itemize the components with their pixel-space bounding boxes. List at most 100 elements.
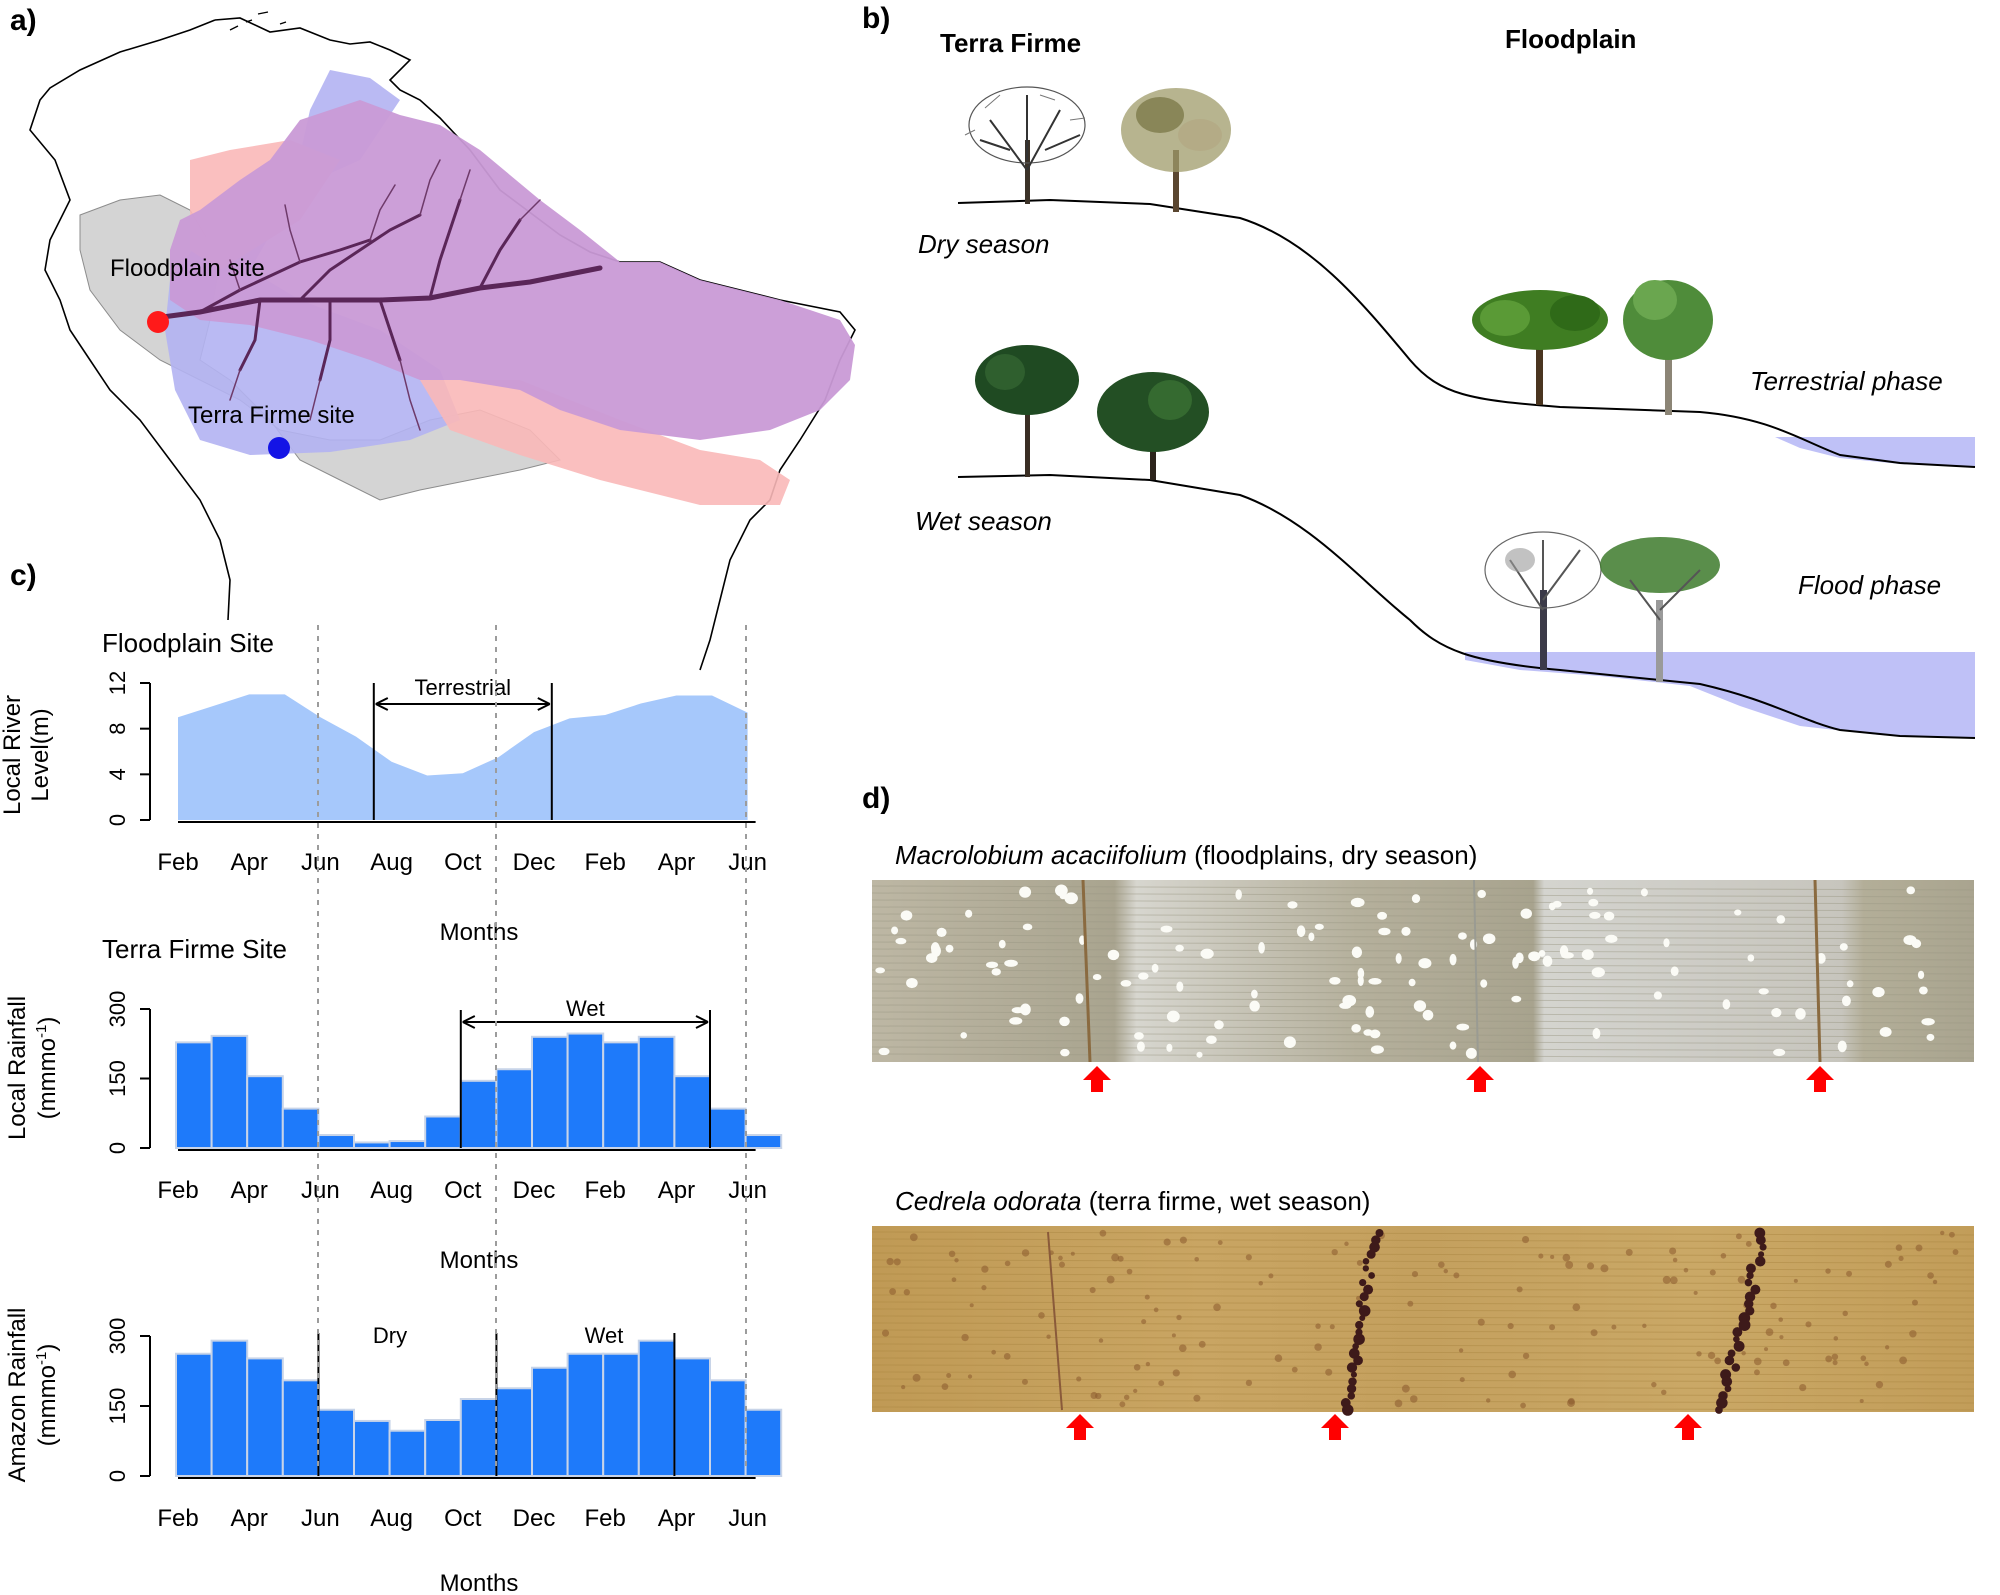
wood-pore: [1394, 1399, 1403, 1408]
wood-pore: [1758, 988, 1769, 995]
chart1-xtick-label: Aug: [370, 849, 413, 876]
wood-pore: [1670, 966, 1679, 977]
wood-pore: [1911, 1299, 1918, 1306]
wet-label-amazon: Wet: [585, 1323, 624, 1348]
chart3-bar: [388, 1429, 427, 1477]
panel-a-map: a) Floodplain site Terra Firme site: [10, 4, 856, 671]
wood-pore: [1825, 1355, 1833, 1363]
terrestrial-label: Terrestrial: [415, 675, 512, 700]
wood-pore: [1833, 1336, 1839, 1341]
chart1-xtick-label: Apr: [231, 849, 268, 876]
chart3-bar: [744, 1408, 783, 1477]
wood-pore: [981, 1285, 987, 1291]
wood-pore: [1663, 938, 1670, 948]
ring-band-pore: [1724, 1355, 1735, 1366]
wet-season-label: Wet season: [915, 506, 1052, 536]
wood-pore: [1449, 1041, 1457, 1050]
tree-flood-2: [1600, 537, 1720, 682]
ring-band-pore: [1724, 1385, 1732, 1393]
wood-pore: [1004, 1260, 1011, 1267]
wood-grain-line: [871, 1406, 1975, 1411]
wood-pore: [1782, 1359, 1790, 1367]
wood-pore: [1178, 1344, 1187, 1353]
wood-pore: [1258, 1281, 1264, 1286]
chart2-bar: [388, 1140, 427, 1150]
ring-band-pore: [1363, 1284, 1374, 1295]
wood-pore: [1841, 995, 1851, 1007]
wood-pore: [1368, 977, 1382, 985]
wood-pore: [961, 1333, 969, 1342]
chart3-bar: [637, 1339, 676, 1477]
wood-pore: [1166, 1010, 1180, 1023]
wood-pore: [1098, 1338, 1104, 1343]
wood-grain-line: [871, 1032, 1975, 1038]
wood-pore: [946, 1373, 952, 1379]
wood-pore: [1160, 925, 1173, 933]
ring-band-pore: [1352, 1342, 1359, 1350]
terrestrial-arrowheads: [375, 697, 551, 711]
wood-pore: [1351, 1024, 1361, 1033]
chart3-xtick-label: Apr: [658, 1505, 695, 1532]
wood-pore: [1363, 1029, 1373, 1036]
wood-pore: [1745, 1241, 1752, 1247]
chart1-xtick-label: Dec: [513, 849, 556, 876]
tree-dry-sparse-2: [1121, 88, 1231, 212]
wood-grain-line: [871, 906, 1975, 912]
wood-pore: [1411, 1271, 1419, 1278]
wood-grain-line: [871, 899, 1975, 905]
wood-pore: [1927, 1272, 1934, 1279]
wood-pore: [1932, 1279, 1938, 1285]
wood-pore: [1592, 1027, 1601, 1039]
terra-firme-site-label: Terra Firme site: [188, 402, 355, 429]
chart2-xtick-label: Dec: [513, 1177, 556, 1204]
chart3-xtick-label: Oct: [444, 1505, 482, 1532]
chart2-ytick-label: 300: [105, 991, 130, 1028]
wood-pore: [1549, 1324, 1556, 1331]
panel-c-label: c): [10, 559, 37, 592]
wood-pore: [1344, 1241, 1349, 1246]
wet-label: Wet: [566, 996, 605, 1021]
wood-pore: [875, 967, 885, 974]
wood-pore: [1106, 1275, 1115, 1284]
chart2-xtick-label: Apr: [658, 1177, 695, 1204]
wood-pore: [1287, 901, 1298, 909]
wood-pore: [1003, 1352, 1011, 1360]
wood-pore: [1456, 1023, 1470, 1031]
wood-pore: [1133, 1363, 1141, 1371]
wood-pore: [1107, 949, 1120, 961]
wood-pore: [909, 1233, 918, 1242]
wood-pore: [1562, 1253, 1571, 1262]
wood-pore: [1586, 887, 1594, 895]
wood-pore: [886, 1257, 894, 1266]
wood-pore: [1586, 1262, 1595, 1270]
wood-pore: [1331, 1248, 1338, 1256]
macrolobium-caption: Macrolobium acaciifolium (floodplains, d…: [895, 840, 1477, 870]
wood-pore: [1329, 976, 1341, 985]
wood-pore: [1141, 1319, 1147, 1325]
chart3-bar: [210, 1339, 249, 1477]
wood-pore: [1249, 1000, 1260, 1012]
wood-pore: [1145, 1361, 1151, 1367]
wood-pore: [1422, 1009, 1434, 1021]
wood-pore: [1846, 980, 1854, 988]
chart3-xtick-label: Feb: [585, 1505, 626, 1532]
wood-pore: [1477, 1318, 1485, 1326]
wood-pore: [1511, 995, 1522, 1003]
tree-wet-1: [975, 345, 1079, 477]
wood-pore: [1075, 993, 1084, 1004]
wood-pore: [1572, 1303, 1581, 1312]
ring-band-pore: [1715, 1406, 1723, 1414]
wood-grain-line: [871, 1364, 1975, 1369]
growth-ring-arrow: [1466, 1066, 1494, 1092]
panel-d-wood: d) Macrolobium acaciifolium (floodplains…: [862, 782, 1975, 1440]
wood-pore: [985, 961, 999, 969]
wood-pore: [1875, 1381, 1884, 1389]
wood-pore: [1151, 963, 1159, 973]
wood-pore: [1465, 1047, 1477, 1059]
wet-season-ground: [957, 473, 1976, 739]
wood-grain-line: [871, 1252, 1975, 1257]
wood-grain-line: [871, 1385, 1975, 1390]
terra-firme-title: Terra Firme: [940, 28, 1081, 58]
region-purple: [170, 100, 855, 440]
wood-pore: [1200, 948, 1214, 959]
